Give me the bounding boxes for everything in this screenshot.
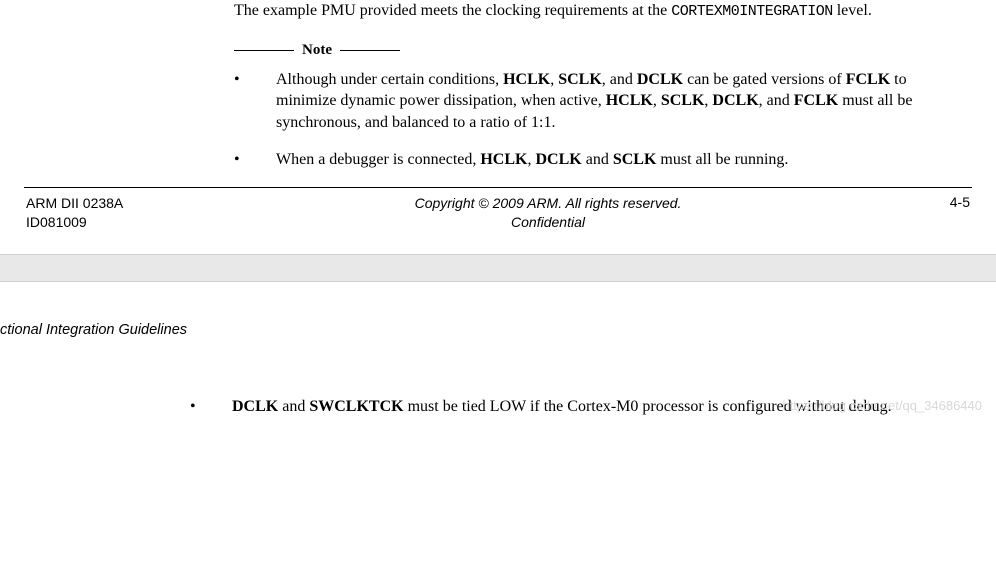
text: Although under certain conditions, [276,71,503,88]
rev-id: ID081009 [26,213,226,232]
confidential-text: Confidential [226,213,870,232]
note-bullet-1: Although under certain conditions, HCLK,… [234,69,942,134]
bold-hclk: HCLK [480,151,527,168]
footer-right: 4-5 [870,194,970,232]
footer-left: ARM DII 0238A ID081009 [26,194,226,232]
bold-dclk: DCLK [637,71,683,88]
text: , [653,92,661,109]
page-1: The example PMU provided meets the clock… [0,0,996,254]
bold-sclk: SCLK [613,151,657,168]
note-rule-right [340,50,400,51]
text: When a debugger is connected, [276,151,480,168]
note-header: Note [234,40,942,60]
bold-fclk: FCLK [794,92,838,109]
page-number: 4-5 [950,194,970,210]
body-text-region: The example PMU provided meets the clock… [234,0,942,171]
bold-hclk: HCLK [606,92,653,109]
page-2: ctional Integration Guidelines DCLK and … [0,282,996,418]
bold-dclk: DCLK [232,398,278,415]
note-label: Note [300,40,334,60]
footer-center: Copyright © 2009 ARM. All rights reserve… [226,194,870,232]
bold-sclk: SCLK [661,92,705,109]
intro-paragraph: The example PMU provided meets the clock… [234,0,942,22]
text: can be gated versions of [683,71,846,88]
text: , and [602,71,637,88]
text: , [550,71,558,88]
page-footer: ARM DII 0238A ID081009 Copyright © 2009 … [24,194,972,254]
watermark-text: https://blog.csdn.net/qq_34686440 [783,398,983,413]
text: and [582,151,613,168]
doc-id: ARM DII 0238A [26,194,226,213]
footer-rule [24,187,972,188]
bold-swclktck: SWCLKTCK [309,398,403,415]
running-header: ctional Integration Guidelines [0,322,972,338]
bold-hclk: HCLK [503,71,550,88]
page-gap [0,254,996,282]
text: must all be running. [656,151,788,168]
note-bullet-2: When a debugger is connected, HCLK, DCLK… [234,149,942,171]
note-rule-left [234,50,294,51]
bold-dclk: DCLK [712,92,758,109]
note-bullet-list: Although under certain conditions, HCLK,… [234,69,942,171]
bold-fclk: FCLK [846,71,890,88]
text: , and [759,92,794,109]
bold-sclk: SCLK [558,71,602,88]
bold-dclk: DCLK [535,151,581,168]
intro-mono: CORTEXM0INTEGRATION [671,3,833,20]
text: and [278,398,309,415]
intro-text-prefix: The example PMU provided meets the clock… [234,2,671,19]
copyright-text: Copyright © 2009 ARM. All rights reserve… [226,194,870,213]
intro-text-suffix: level. [833,2,872,19]
